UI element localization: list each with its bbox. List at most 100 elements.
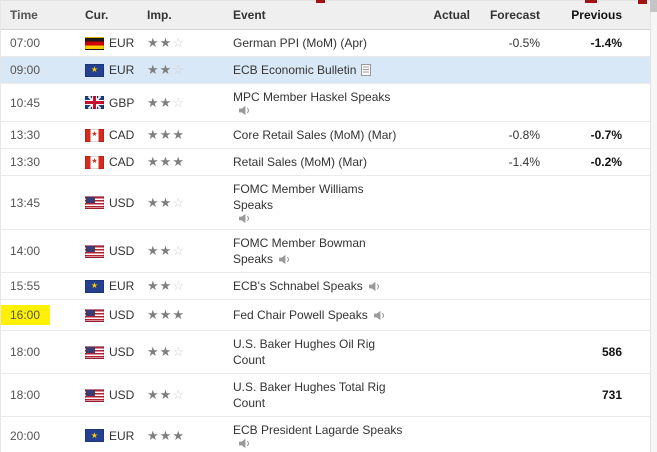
star-icon: ★ bbox=[147, 427, 160, 443]
star-icon: ★ bbox=[172, 427, 185, 443]
event-title[interactable]: FOMC Member Williams Speaks bbox=[233, 182, 364, 212]
col-header-event: Event bbox=[233, 8, 266, 22]
speaker-icon[interactable] bbox=[278, 254, 291, 265]
country-flag-icon bbox=[85, 36, 104, 50]
calendar-row[interactable]: 16:00 USD ★★★ Fed Chair Powell Speaks bbox=[1, 300, 650, 331]
forecast-cell: -0.8% bbox=[508, 128, 540, 142]
event-cell[interactable]: MPC Member Haskel Speaks bbox=[233, 89, 410, 116]
event-cell[interactable]: ECB Economic Bulletin bbox=[233, 62, 410, 78]
calendar-row[interactable]: 10:45 GBP ★★☆ MPC Member Haskel Speaks bbox=[1, 84, 650, 122]
star-icon: ★ bbox=[147, 62, 160, 77]
star-icon: ★ bbox=[147, 127, 160, 142]
event-time: 20:00 bbox=[10, 428, 41, 443]
calendar-row[interactable]: 13:45 USD ★★☆ FOMC Member Williams Speak… bbox=[1, 176, 650, 230]
calendar-row[interactable]: 15:55 EUR ★★☆ ECB's Schnabel Speaks bbox=[1, 273, 650, 300]
document-icon[interactable] bbox=[361, 64, 372, 76]
event-title-line2: Speaks bbox=[233, 252, 274, 266]
col-header-currency[interactable]: Cur. bbox=[85, 8, 109, 22]
event-cell[interactable]: U.S. Baker Hughes Oil Rig Count bbox=[233, 336, 410, 368]
time-cell: 13:30 bbox=[1, 127, 81, 143]
scrollbar-thumb[interactable] bbox=[650, 0, 657, 12]
event-cell[interactable]: FOMC Member Williams Speaks bbox=[233, 181, 410, 224]
previous-cell: 586 bbox=[601, 345, 622, 359]
importance-cell: ★★☆ bbox=[137, 95, 233, 111]
currency-cell: EUR bbox=[81, 62, 137, 78]
importance-cell: ★★☆ bbox=[137, 387, 233, 403]
time-cell: 15:55 bbox=[1, 278, 81, 294]
speaker-icon[interactable] bbox=[238, 105, 251, 116]
star-icon: ★ bbox=[159, 243, 173, 258]
currency-code: GBP bbox=[109, 95, 135, 110]
col-header-importance[interactable]: Imp. bbox=[147, 8, 172, 22]
event-cell[interactable]: Retail Sales (MoM) (Mar) bbox=[233, 154, 410, 170]
star-icon: ★ bbox=[147, 307, 160, 322]
event-cell[interactable]: ECB President Lagarde Speaks bbox=[233, 422, 410, 449]
star-icon: ☆ bbox=[172, 278, 185, 293]
event-title[interactable]: MPC Member Haskel Speaks bbox=[233, 90, 391, 104]
event-title[interactable]: Fed Chair Powell Speaks bbox=[233, 308, 368, 322]
event-title[interactable]: U.S. Baker Hughes Total Rig bbox=[233, 380, 386, 394]
star-icon: ☆ bbox=[172, 194, 185, 210]
event-time: 15:55 bbox=[10, 279, 41, 293]
previous-cell: -1.4% bbox=[590, 36, 622, 50]
calendar-row[interactable]: 09:00 EUR ★★☆ ECB Economic Bulletin bbox=[1, 57, 650, 84]
event-title[interactable]: FOMC Member Bowman bbox=[233, 236, 366, 250]
country-flag-icon bbox=[85, 96, 104, 109]
event-title[interactable]: Retail Sales (MoM) (Mar) bbox=[233, 155, 368, 169]
calendar-row[interactable]: 13:30 CAD ★★★ Retail Sales (MoM) (Mar) bbox=[1, 149, 650, 176]
event-title[interactable]: ECB Economic Bulletin bbox=[233, 63, 357, 77]
currency-code: EUR bbox=[109, 428, 135, 443]
star-icon: ★ bbox=[147, 154, 160, 169]
speaker-icon[interactable] bbox=[368, 281, 381, 292]
importance-cell: ★★☆ bbox=[137, 195, 233, 211]
event-cell[interactable]: German PPI (MoM) (Apr) bbox=[233, 35, 410, 51]
event-time: 13:30 bbox=[10, 155, 41, 169]
importance-cell: ★★★ bbox=[137, 127, 233, 143]
scrollbar[interactable] bbox=[650, 0, 657, 452]
event-title[interactable]: ECB's Schnabel Speaks bbox=[233, 279, 363, 293]
star-icon: ★ bbox=[147, 344, 160, 359]
star-icon: ★ bbox=[147, 278, 160, 293]
currency-code: USD bbox=[109, 195, 135, 210]
event-title[interactable]: Core Retail Sales (MoM) (Mar) bbox=[233, 128, 397, 142]
rows-container: 07:00 EUR ★★☆ German PPI (MoM) (Apr) bbox=[1, 30, 650, 452]
event-cell[interactable]: Fed Chair Powell Speaks bbox=[233, 307, 410, 323]
calendar-row[interactable]: 14:00 USD ★★☆ FOMC Member Bowman Speaks bbox=[1, 230, 650, 273]
event-title[interactable]: ECB President Lagarde Speaks bbox=[233, 423, 403, 437]
col-header-previous: Previous bbox=[571, 8, 622, 22]
event-cell[interactable]: ECB's Schnabel Speaks bbox=[233, 278, 410, 294]
star-icon: ★ bbox=[159, 344, 173, 359]
time-cell: 13:30 bbox=[1, 154, 81, 170]
event-title[interactable]: U.S. Baker Hughes Oil Rig bbox=[233, 337, 376, 351]
importance-stars: ★★☆ bbox=[147, 387, 185, 402]
event-title-line2: Count bbox=[233, 353, 266, 367]
previous-cell: 731 bbox=[601, 388, 622, 402]
event-cell[interactable]: U.S. Baker Hughes Total Rig Count bbox=[233, 379, 410, 411]
star-icon: ☆ bbox=[172, 62, 185, 77]
event-cell[interactable]: FOMC Member Bowman Speaks bbox=[233, 235, 410, 267]
speaker-icon[interactable] bbox=[238, 213, 251, 224]
country-flag-icon bbox=[85, 345, 104, 359]
calendar-row[interactable]: 20:00 EUR ★★★ ECB President Lagarde Spea… bbox=[1, 417, 650, 452]
currency-code: USD bbox=[109, 345, 135, 359]
event-cell[interactable]: Core Retail Sales (MoM) (Mar) bbox=[233, 127, 410, 143]
importance-stars: ★★☆ bbox=[147, 278, 185, 293]
currency-code: EUR bbox=[109, 279, 135, 293]
time-cell: 18:00 bbox=[1, 387, 81, 403]
currency-code: CAD bbox=[109, 155, 135, 169]
calendar-row[interactable]: 18:00 USD ★★☆ U.S. Baker Hughes Oil Rig … bbox=[1, 331, 650, 374]
col-header-forecast: Forecast bbox=[489, 8, 540, 22]
currency-cell: USD bbox=[81, 344, 137, 360]
country-flag-icon bbox=[85, 196, 104, 209]
time-cell: 18:00 bbox=[1, 344, 81, 360]
calendar-row[interactable]: 07:00 EUR ★★☆ German PPI (MoM) (Apr) bbox=[1, 30, 650, 57]
speaker-icon[interactable] bbox=[373, 310, 386, 321]
speaker-icon[interactable] bbox=[238, 438, 251, 449]
col-header-time[interactable]: Time bbox=[10, 8, 38, 22]
event-title[interactable]: German PPI (MoM) (Apr) bbox=[233, 36, 368, 50]
star-icon: ★ bbox=[159, 35, 173, 50]
importance-stars: ★★☆ bbox=[147, 35, 185, 50]
time-cell: 10:45 bbox=[1, 95, 81, 111]
calendar-row[interactable]: 18:00 USD ★★☆ U.S. Baker Hughes Total Ri… bbox=[1, 374, 650, 417]
calendar-row[interactable]: 13:30 CAD ★★★ Core Retail Sales (MoM) (M… bbox=[1, 122, 650, 149]
